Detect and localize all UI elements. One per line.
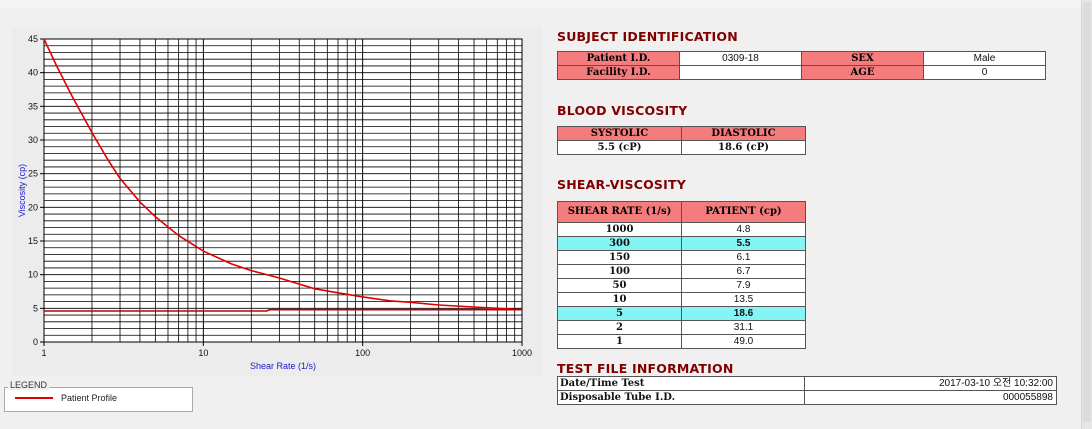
- y-tick-label: 5: [33, 303, 38, 313]
- y-tick-label: 25: [28, 169, 38, 179]
- patient-column-header: PATIENT (cp): [681, 201, 806, 223]
- shear-row: 10 13.5: [557, 292, 806, 307]
- shear-rate-cell: 150: [557, 250, 682, 265]
- shear-viscosity-title: SHEAR-VISCOSITY: [557, 177, 686, 192]
- tube-id-value: 000055898: [804, 390, 1057, 405]
- patient-viscosity-cell: 6.1: [681, 250, 806, 265]
- shear-rate-cell: 50: [557, 278, 682, 293]
- legend-label-patient-profile: Patient Profile: [61, 393, 118, 403]
- sex-label: SEX: [801, 51, 924, 66]
- patient-id-value: 0309-18: [679, 51, 802, 66]
- shear-row: 1 49.0: [557, 334, 806, 349]
- blood-viscosity-table: SYSTOLIC DIASTOLIC 5.5 (cP) 18.6 (cP): [557, 126, 806, 155]
- datetime-value: 2017-03-10 오전 10:32:00: [804, 376, 1057, 391]
- viscosity-chart: 0 5 10 15 20 25 30 35 40 45 1 10 100 1000 Shear Rate (…: [17, 34, 532, 371]
- age-value: 0: [923, 65, 1046, 80]
- x-axis-label: Shear Rate (1/s): [250, 361, 316, 371]
- shear-rate-cell: 5: [557, 306, 682, 321]
- series-patient-profile: [43, 38, 523, 311]
- legend-box: LEGEND Patient Profile: [4, 380, 193, 412]
- y-axis-label: Viscosity (cp): [17, 164, 27, 217]
- patient-viscosity-cell: 6.7: [681, 264, 806, 279]
- y-tick-label: 45: [28, 34, 38, 44]
- systolic-value: 5.5 (cP): [557, 140, 682, 155]
- shear-rate-cell: 10: [557, 292, 682, 307]
- shear-row: 100 6.7: [557, 264, 806, 279]
- plot-area: [44, 39, 522, 342]
- patient-viscosity-cell: 31.1: [681, 320, 806, 335]
- test-file-left-table: Date/Time Test Disposable Tube I.D.: [557, 376, 806, 405]
- shear-rate-cell: 1000: [557, 222, 682, 237]
- diastolic-value: 18.6 (cP): [681, 140, 806, 155]
- subject-identification-table: Patient I.D. 0309-18 SEX Male Facility I…: [557, 51, 1046, 80]
- sex-value: Male: [923, 51, 1046, 66]
- patient-id-label: Patient I.D.: [557, 51, 680, 66]
- blood-viscosity-title: BLOOD VISCOSITY: [557, 103, 688, 118]
- shear-viscosity-rows: 1000 4.8 300 5.5 150 6.1 100 6.7 50 7.9 10 13.5 5 18.…: [557, 222, 806, 349]
- shear-row: 300 5.5: [557, 236, 806, 251]
- shear-rate-cell: 100: [557, 264, 682, 279]
- patient-viscosity-cell: 13.5: [681, 292, 806, 307]
- shear-row: 50 7.9: [557, 278, 806, 293]
- top-strip: [0, 0, 1092, 8]
- systolic-label: SYSTOLIC: [557, 126, 682, 141]
- patient-viscosity-cell: 49.0: [681, 334, 806, 349]
- shear-row: 5 18.6: [557, 306, 806, 321]
- patient-viscosity-cell: 18.6: [681, 306, 806, 321]
- tube-id-label: Disposable Tube I.D.: [557, 390, 806, 405]
- patient-viscosity-cell: 4.8: [681, 222, 806, 237]
- shear-row: 2 31.1: [557, 320, 806, 335]
- subject-identification-title: SUBJECT IDENTIFICATION: [557, 29, 738, 44]
- y-tick-label: 40: [28, 68, 38, 78]
- patient-viscosity-cell: 7.9: [681, 278, 806, 293]
- shear-rate-cell: 2: [557, 320, 682, 335]
- x-tick-label: 100: [355, 348, 370, 358]
- datetime-label: Date/Time Test: [557, 376, 806, 391]
- vertical-scrollbar[interactable]: [1081, 0, 1092, 429]
- plot-border: [43, 38, 523, 343]
- shear-row: 1000 4.8: [557, 222, 806, 237]
- shear-rate-column-header: SHEAR RATE (1/s): [557, 201, 682, 223]
- y-tick-label: 15: [28, 236, 38, 246]
- shear-viscosity-table: SHEAR RATE (1/s) PATIENT (cp) 1000 4.8 300…: [557, 201, 806, 349]
- age-label: AGE: [801, 65, 924, 80]
- shear-row: 150 6.1: [557, 250, 806, 265]
- series-baseline: [44, 308, 522, 312]
- y-tick-label: 35: [28, 101, 38, 111]
- viscosity-chart-panel: 0 5 10 15 20 25 30 35 40 45 1 10 100 1000 Shear Rate (…: [12, 27, 542, 376]
- legend-title: LEGEND: [8, 380, 50, 390]
- test-file-information-title: TEST FILE INFORMATION: [557, 361, 734, 376]
- y-tick-label: 20: [28, 202, 38, 212]
- test-file-right-table: 2017-03-10 오전 10:32:00 000055898: [804, 376, 1057, 405]
- diastolic-label: DIASTOLIC: [681, 126, 806, 141]
- y-tick-label: 0: [33, 337, 38, 347]
- scrollbar-thumb[interactable]: [1083, 2, 1091, 422]
- x-tick-label: 1000: [512, 348, 532, 358]
- y-tick-label: 10: [28, 270, 38, 280]
- y-tick-label: 30: [28, 135, 38, 145]
- facility-id-value: [679, 65, 802, 80]
- shear-rate-cell: 1: [557, 334, 682, 349]
- x-tick-label: 1: [41, 348, 46, 358]
- patient-viscosity-cell: 5.5: [681, 236, 806, 251]
- x-tick-label: 10: [198, 348, 208, 358]
- shear-rate-cell: 300: [557, 236, 682, 251]
- facility-id-label: Facility I.D.: [557, 65, 680, 80]
- legend-swatch-patient-profile: [15, 397, 53, 399]
